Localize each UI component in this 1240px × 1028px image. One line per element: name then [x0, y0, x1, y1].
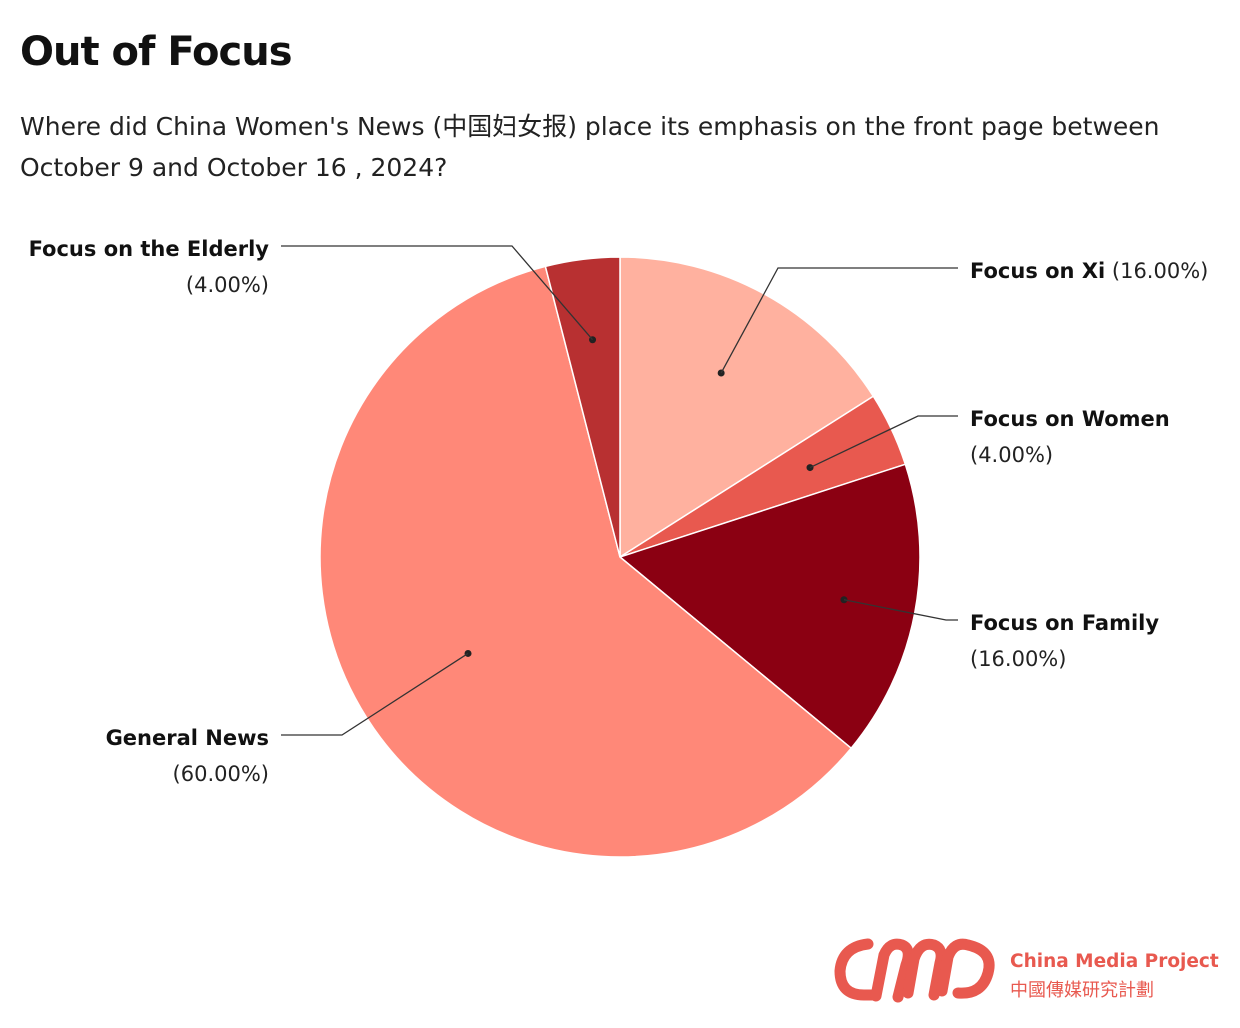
slice-name-general-news: General News	[106, 726, 269, 750]
slice-label-general-news: General News (60.00%)	[106, 726, 269, 786]
slice-value-focus-on-the-elderly: (4.00%)	[186, 273, 269, 297]
slice-name-focus-on-xi: Focus on Xi	[970, 259, 1105, 283]
slice-name-focus-on-family: Focus on Family	[970, 611, 1159, 635]
slice-label-focus-on-family: Focus on Family (16.00%)	[970, 611, 1159, 671]
slice-value-focus-on-family: (16.00%)	[970, 647, 1066, 671]
slice-value-focus-on-women: (4.00%)	[970, 443, 1053, 467]
leader-line-focus-on-the-elderly	[281, 245, 594, 341]
pie-slice-general-news	[319, 265, 853, 858]
slice-label-focus-on-xi: Focus on Xi (16.00%)	[970, 259, 1208, 283]
chart-subtitle: Where did China Women's News (中国妇女报) pla…	[20, 112, 1160, 182]
leader-line-general-news	[281, 652, 469, 736]
leader-line-focus-on-women	[809, 415, 958, 469]
slice-name-focus-on-women: Focus on Women	[970, 407, 1170, 431]
pie-slice-focus-on-the-elderly	[544, 256, 621, 558]
slice-value-focus-on-xi: (16.00%)	[1105, 259, 1208, 283]
chart-title: Out of Focus	[20, 29, 293, 75]
slice-name-focus-on-the-elderly: Focus on the Elderly	[29, 237, 270, 261]
slice-label-focus-on-the-elderly: Focus on the Elderly (4.00%)	[29, 237, 270, 297]
china-media-project-logo: China Media Project 中國傳媒研究計劃	[834, 935, 1224, 1005]
logo-name-chinese: 中國傳媒研究計劃	[1010, 980, 1154, 1001]
leader-line-focus-on-xi	[720, 267, 958, 374]
slice-label-focus-on-women: Focus on Women (4.00%)	[970, 407, 1170, 467]
cmp-logo-mark-icon	[834, 938, 995, 1003]
slice-value-general-news: (60.00%)	[173, 762, 269, 786]
leader-line-focus-on-family	[843, 599, 958, 621]
logo-name: China Media Project	[1010, 951, 1219, 972]
